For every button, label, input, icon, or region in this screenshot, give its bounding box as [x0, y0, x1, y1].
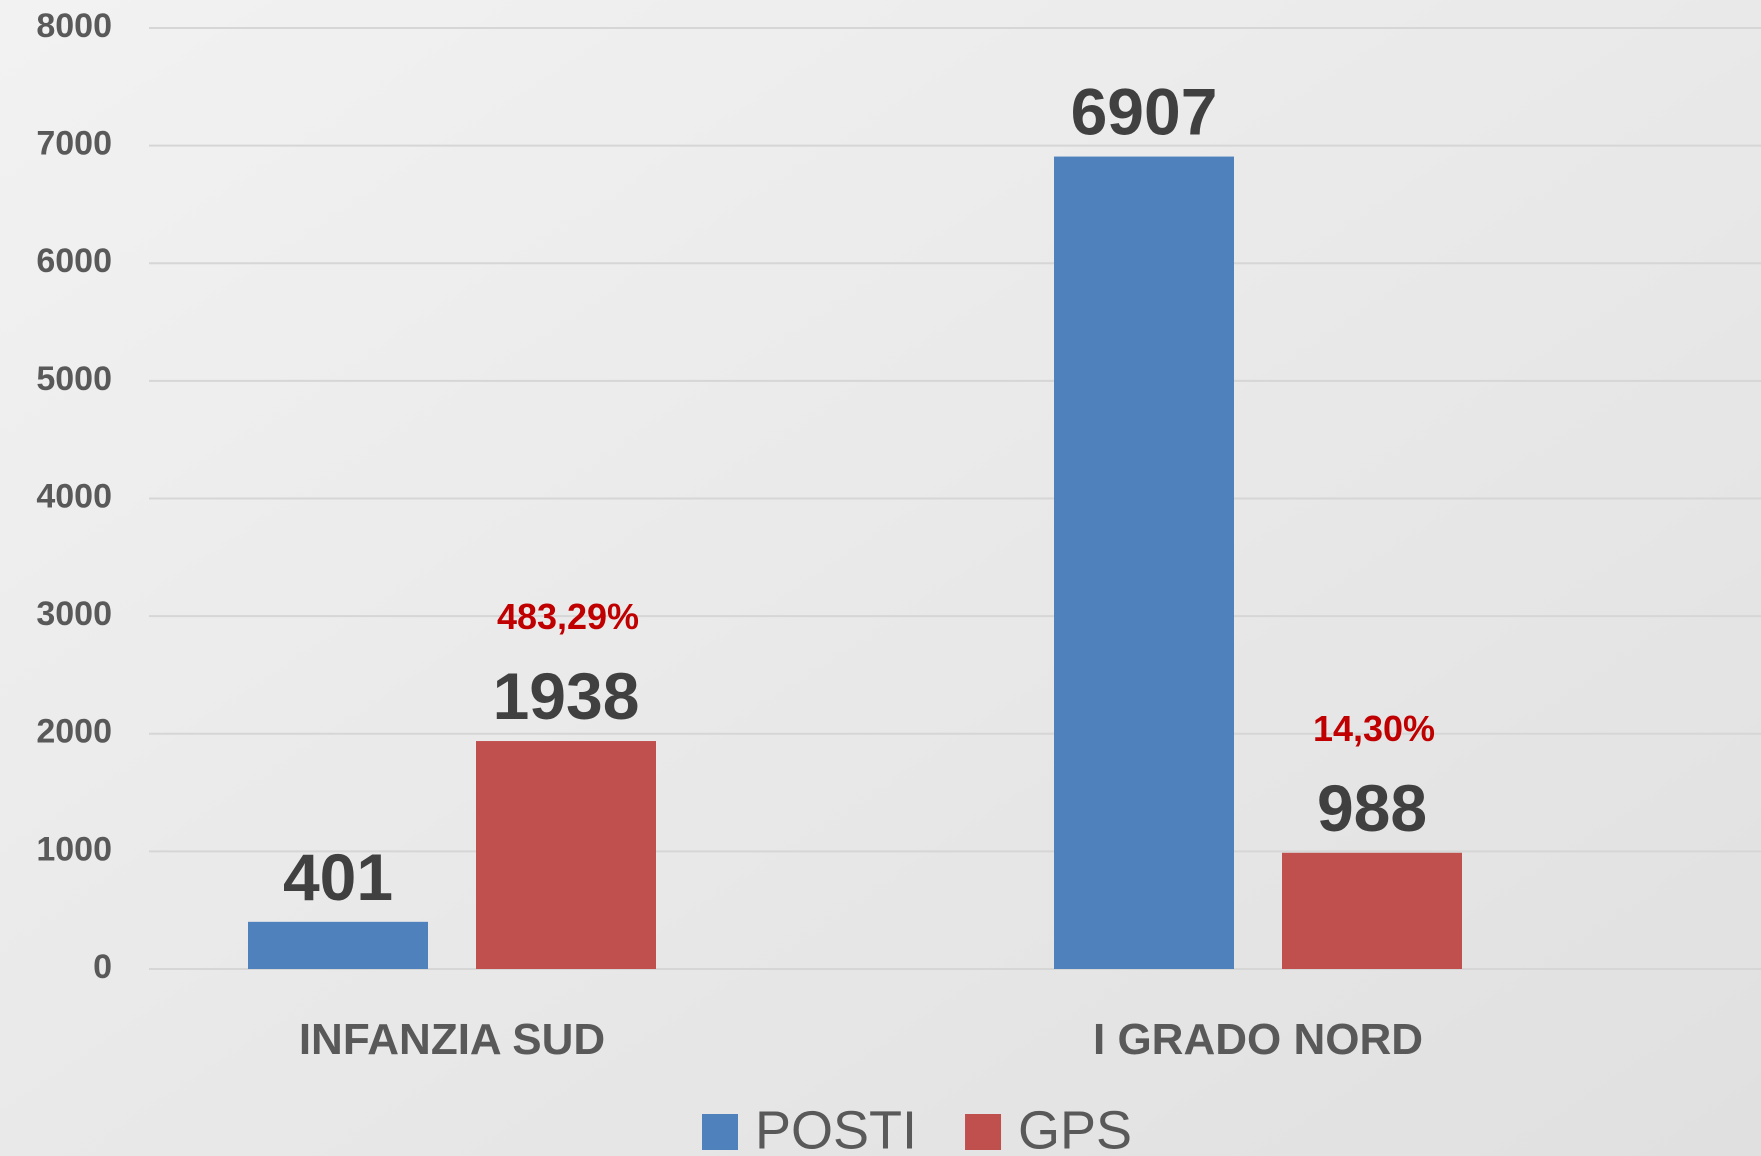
y-tick-label: 7000 [36, 125, 112, 163]
y-tick-label: 4000 [36, 477, 112, 515]
x-tick-label: I GRADO NORD [1093, 1015, 1423, 1064]
value-label: 6907 [1071, 75, 1218, 149]
y-tick-label: 0 [93, 948, 112, 986]
y-tick-label: 3000 [36, 595, 112, 633]
y-tick-label: 1000 [36, 830, 112, 868]
bar [1054, 156, 1234, 970]
percent-label: 483,29% [497, 596, 639, 637]
x-tick-label: INFANZIA SUD [299, 1015, 605, 1064]
y-tick-label: 8000 [36, 7, 112, 45]
legend-swatch [702, 1114, 738, 1150]
value-label: 988 [1317, 771, 1427, 845]
y-tick-label: 5000 [36, 360, 112, 398]
legend-label: GPS [1018, 1100, 1132, 1156]
bar [248, 921, 428, 969]
bar [476, 741, 656, 969]
percent-label: 14,30% [1313, 708, 1435, 749]
bar [1282, 852, 1462, 969]
y-tick-label: 6000 [36, 242, 112, 280]
value-label: 401 [283, 840, 393, 914]
y-tick-label: 2000 [36, 713, 112, 751]
legend-label: POSTI [755, 1100, 917, 1156]
legend-swatch [965, 1114, 1002, 1150]
value-label: 1938 [493, 659, 640, 733]
